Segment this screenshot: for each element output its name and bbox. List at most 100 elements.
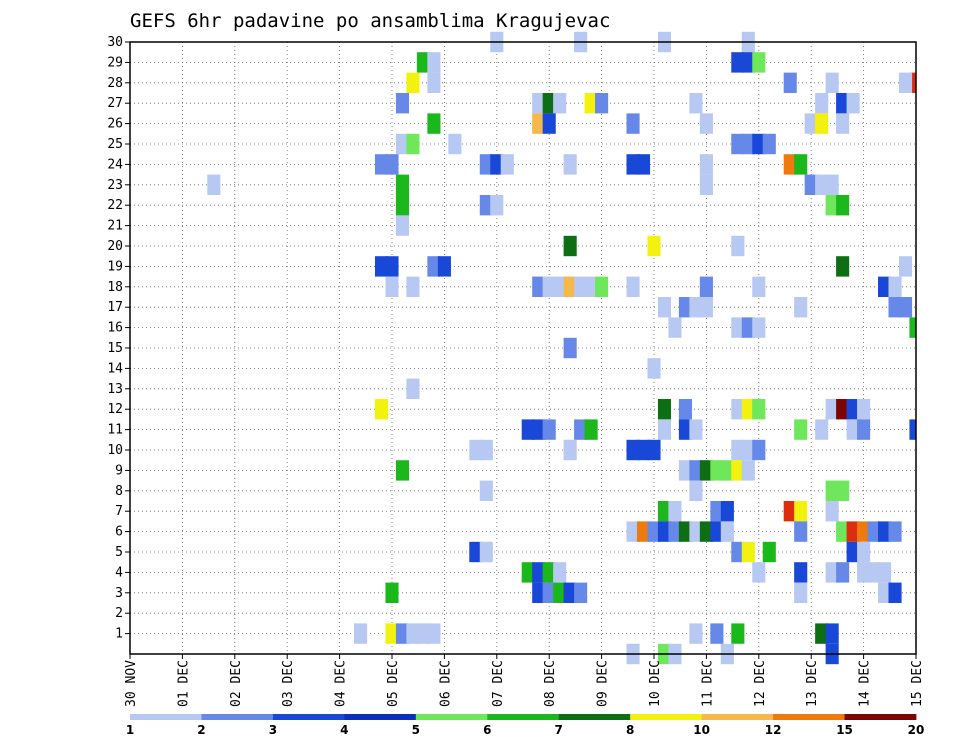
heatmap-cell bbox=[836, 521, 850, 542]
heatmap-cell bbox=[657, 501, 672, 522]
heatmap-cell bbox=[500, 154, 514, 175]
heatmap-cell bbox=[888, 582, 902, 603]
heatmap-cell bbox=[416, 623, 430, 644]
heatmap-cell bbox=[647, 358, 661, 379]
legend-swatch bbox=[272, 714, 345, 720]
x-tick-label: 09 DEC bbox=[596, 660, 611, 707]
heatmap-cell bbox=[699, 297, 713, 318]
heatmap-cell bbox=[794, 521, 808, 542]
heatmap-cell bbox=[574, 276, 588, 297]
x-tick-label: 03 DEC bbox=[281, 660, 296, 707]
heatmap-cell bbox=[857, 399, 871, 420]
heatmap-cell bbox=[741, 133, 755, 155]
y-tick-label: 12 bbox=[107, 402, 123, 417]
heatmap-cell bbox=[584, 93, 598, 114]
heatmap-cells bbox=[207, 31, 916, 665]
heatmap-cell bbox=[815, 623, 829, 644]
heatmap-cell bbox=[731, 133, 745, 155]
y-tick-label: 4 bbox=[115, 565, 123, 580]
heatmap-cell bbox=[626, 113, 640, 134]
heatmap-cell bbox=[752, 133, 766, 155]
heatmap-cell bbox=[479, 195, 493, 216]
heatmap-cell bbox=[815, 113, 829, 134]
heatmap-cell bbox=[846, 521, 860, 542]
y-tick-label: 30 bbox=[107, 35, 123, 50]
heatmap-cell bbox=[689, 297, 703, 318]
heatmap-cell bbox=[731, 399, 745, 420]
heatmap-cell bbox=[595, 93, 609, 114]
y-tick-label: 5 bbox=[115, 545, 123, 560]
heatmap-cell bbox=[699, 276, 713, 297]
heatmap-cell bbox=[898, 72, 913, 93]
y-tick-label: 25 bbox=[107, 137, 123, 152]
heatmap-cell bbox=[741, 317, 755, 338]
heatmap-cell bbox=[406, 623, 420, 644]
heatmap-cell bbox=[479, 154, 493, 175]
heatmap-cell bbox=[836, 113, 850, 134]
x-tick-label: 02 DEC bbox=[229, 660, 244, 707]
heatmap-cell bbox=[532, 276, 546, 297]
x-tick-label: 07 DEC bbox=[491, 660, 506, 707]
y-tick-label: 6 bbox=[115, 525, 123, 540]
heatmap-cell bbox=[825, 195, 839, 216]
heatmap-cell bbox=[909, 419, 916, 440]
heatmap-cell bbox=[804, 113, 818, 134]
heatmap-cell bbox=[678, 521, 692, 542]
heatmap-cell bbox=[374, 154, 389, 175]
heatmap-cell bbox=[752, 562, 766, 583]
heatmap-cell bbox=[815, 419, 829, 440]
heatmap-cell bbox=[731, 541, 745, 563]
heatmap-cell bbox=[678, 460, 692, 481]
heatmap-cell bbox=[490, 154, 504, 175]
legend-label: 12 bbox=[765, 723, 782, 737]
legend-swatch bbox=[415, 714, 488, 720]
y-tick-label: 8 bbox=[115, 484, 123, 499]
legend-swatch bbox=[487, 714, 560, 720]
y-tick-label: 13 bbox=[107, 382, 123, 397]
heatmap-cell bbox=[836, 195, 850, 216]
heatmap-cell bbox=[878, 562, 892, 583]
heatmap-cell bbox=[563, 154, 577, 175]
heatmap-cell bbox=[720, 501, 734, 522]
heatmap-cell bbox=[731, 439, 745, 461]
heatmap-cell bbox=[710, 501, 724, 522]
y-tick-label: 24 bbox=[107, 157, 123, 172]
y-axis-ticks: 1234567891011121314151617181920212223242… bbox=[107, 35, 130, 642]
heatmap-cell bbox=[909, 317, 916, 338]
y-tick-label: 9 bbox=[115, 463, 123, 478]
heatmap-cell bbox=[836, 562, 850, 583]
y-tick-label: 28 bbox=[107, 76, 123, 91]
heatmap-cell bbox=[416, 52, 430, 73]
heatmap-cell bbox=[427, 256, 441, 277]
x-tick-label: 05 DEC bbox=[386, 660, 401, 707]
heatmap-cell bbox=[762, 541, 776, 563]
heatmap-cell bbox=[532, 113, 546, 134]
heatmap-cell bbox=[385, 276, 399, 297]
y-tick-label: 11 bbox=[107, 423, 123, 438]
heatmap-cell bbox=[553, 276, 567, 297]
y-tick-label: 1 bbox=[115, 627, 123, 642]
heatmap-cell bbox=[657, 399, 672, 420]
heatmap-cell bbox=[783, 72, 797, 93]
heatmap-cell bbox=[825, 399, 839, 420]
y-tick-label: 2 bbox=[115, 606, 123, 621]
heatmap-cell bbox=[878, 276, 892, 297]
heatmap-cell bbox=[741, 52, 755, 73]
heatmap-cell bbox=[815, 174, 829, 195]
heatmap-cell bbox=[448, 133, 462, 155]
heatmap-cell bbox=[699, 174, 713, 195]
x-tick-label: 30 NOV bbox=[124, 660, 139, 707]
legend-swatch bbox=[701, 714, 774, 720]
heatmap-cell bbox=[406, 72, 420, 93]
legend-swatch bbox=[773, 714, 846, 720]
heatmap-cell bbox=[794, 582, 808, 603]
legend-swatch bbox=[630, 714, 703, 720]
heatmap-cell bbox=[710, 623, 724, 644]
heatmap-cell bbox=[794, 297, 808, 318]
heatmap-cell bbox=[490, 195, 504, 216]
heatmap-cell bbox=[794, 501, 808, 522]
heatmap-cell bbox=[804, 174, 818, 195]
y-tick-label: 29 bbox=[107, 55, 123, 70]
heatmap-cell bbox=[427, 623, 441, 644]
heatmap-cell bbox=[752, 276, 766, 297]
